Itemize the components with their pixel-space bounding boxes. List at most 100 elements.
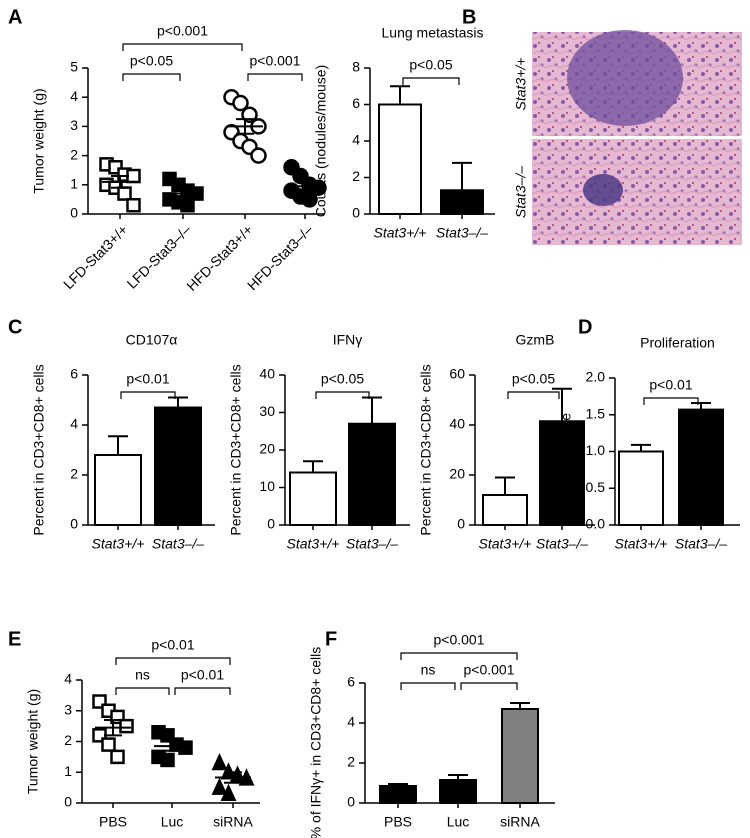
point <box>211 777 228 795</box>
y-tick-label: 2 <box>70 146 78 162</box>
y-tick-label: 60 <box>449 366 465 382</box>
y-tick-label: 1 <box>64 763 72 779</box>
error-bar <box>390 85 410 105</box>
bar <box>348 422 396 526</box>
significance-label: p<0.01 <box>649 377 692 393</box>
sem-bar <box>111 175 129 189</box>
y-tick-label: 6 <box>352 95 360 111</box>
significance-label: p<0.05 <box>130 53 173 69</box>
y-tick-label: 10 <box>259 478 275 494</box>
x-tick-label: Luc <box>161 814 184 830</box>
y-tick-label: 0 <box>70 205 78 221</box>
x-tick-label: siRNA <box>213 814 253 830</box>
micrograph-label: Stat3+/+ <box>513 58 529 111</box>
y-tick-label: 20 <box>449 466 465 482</box>
point <box>110 749 125 765</box>
significance-label: p<0.05 <box>321 371 364 387</box>
tissue-nodule <box>583 174 623 206</box>
significance-bracket <box>122 73 181 81</box>
bar <box>154 406 202 526</box>
bar <box>678 408 724 527</box>
significance-bracket <box>120 391 176 399</box>
y-tick-label: 40 <box>259 366 275 382</box>
y-tick-label: 6 <box>70 366 78 382</box>
x-tick-label: Stat3+/+ <box>374 225 427 241</box>
y-tick-label: 8 <box>352 59 360 75</box>
y-tick-label: 6 <box>347 674 355 690</box>
x-tick-label: Stat3–/– <box>536 536 588 552</box>
error-bar <box>168 396 188 408</box>
chart-title: CD107α <box>126 332 178 348</box>
significance-bracket <box>247 73 303 81</box>
error-bar <box>452 161 472 191</box>
y-tick-label: 1.0 <box>586 442 606 458</box>
point <box>119 718 134 734</box>
sem-bar <box>163 740 181 752</box>
panel-label: B <box>462 6 476 28</box>
significance-label: ns <box>421 662 436 678</box>
bar <box>501 708 539 804</box>
bar <box>440 189 484 215</box>
y-tick-label: 0.5 <box>586 479 606 495</box>
significance-bracket <box>174 687 231 695</box>
x-tick-label: Stat3+/+ <box>615 536 668 552</box>
panel-label: A <box>8 6 22 28</box>
y-tick-label: 0.0 <box>586 516 606 532</box>
bar <box>482 494 528 526</box>
y-tick-label: 4 <box>70 88 78 104</box>
point <box>101 737 116 752</box>
significance-label: p<0.001 <box>464 662 515 678</box>
significance-label: p<0.001 <box>434 632 485 648</box>
significance-bracket <box>115 657 231 665</box>
point <box>211 753 228 771</box>
bar <box>379 785 417 804</box>
y-tick-label: 0 <box>70 516 78 532</box>
y-tick-label: 4 <box>347 714 355 730</box>
panel-label: F <box>325 628 337 650</box>
x-tick-label: Luc <box>447 814 470 830</box>
point <box>126 197 141 213</box>
y-tick-label: 40 <box>449 416 465 432</box>
x-tick-label: Stat3+/+ <box>287 536 340 552</box>
y-axis-label: Percent in CD3+CD8+ cells <box>418 364 434 535</box>
y-tick-label: 2.0 <box>586 369 606 385</box>
x-tick-label: Stat3+/+ <box>92 536 145 552</box>
significance-label: p<0.01 <box>181 667 224 683</box>
significance-bracket <box>115 687 170 695</box>
micrograph-label: Stat3–/– <box>513 166 529 218</box>
error-bar <box>510 702 530 709</box>
y-axis-label: Fold change <box>558 413 574 490</box>
y-tick-label: 0 <box>352 205 360 221</box>
point <box>220 783 237 802</box>
point <box>180 197 195 213</box>
y-tick-label: 4 <box>352 132 360 148</box>
panel-label: C <box>8 316 22 338</box>
x-tick-label: PBS <box>384 814 412 830</box>
error-bar <box>362 396 382 424</box>
panel-label: E <box>8 628 21 650</box>
error-bar <box>108 435 128 455</box>
y-tick-label: 0 <box>267 516 275 532</box>
x-tick-label: Stat3–/– <box>152 536 204 552</box>
error-bar <box>495 476 515 495</box>
significance-bracket <box>400 682 456 690</box>
error-bar <box>552 387 572 422</box>
y-tick-label: 2 <box>64 732 72 748</box>
significance-label: p<0.01 <box>151 637 194 653</box>
x-tick-label: Stat3–/– <box>436 225 488 241</box>
point <box>232 94 249 112</box>
point <box>301 191 318 208</box>
point <box>117 186 132 201</box>
x-tick-label: Stat3–/– <box>675 536 727 552</box>
significance-label: ns <box>135 667 150 683</box>
error-bar <box>303 460 323 473</box>
sem-bar <box>174 188 192 199</box>
chart-title: IFNγ <box>333 332 363 348</box>
chart-title: Lung metastasis <box>382 25 484 41</box>
y-tick-label: 5 <box>70 59 78 75</box>
chart-title: Proliferation <box>640 335 715 351</box>
y-tick-label: 30 <box>259 403 275 419</box>
y-tick-label: 4 <box>64 671 72 687</box>
y-axis-label: % of IFNγ+ in CD3+CD8+ cells <box>308 647 324 838</box>
